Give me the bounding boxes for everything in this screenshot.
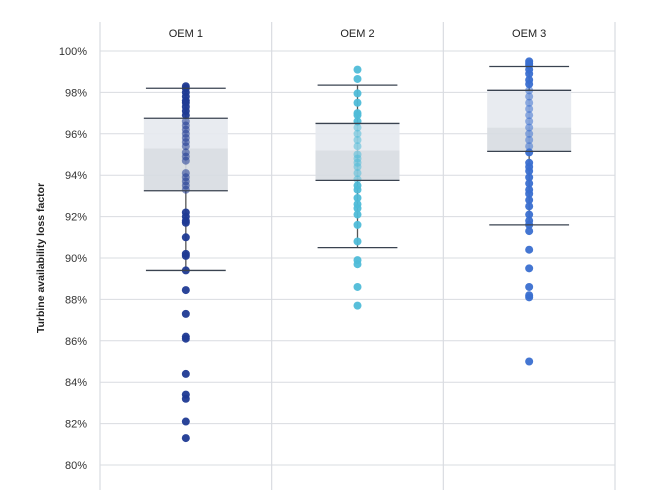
data-point — [525, 129, 534, 138]
y-tick-label: 96% — [65, 129, 87, 141]
y-tick-label: 100% — [59, 46, 87, 58]
data-point — [181, 156, 190, 165]
data-point — [181, 251, 190, 260]
y-tick-label: 88% — [65, 294, 87, 306]
data-point — [353, 98, 362, 107]
data-point — [525, 293, 534, 302]
data-point — [525, 202, 534, 211]
data-point — [353, 220, 362, 229]
data-point — [525, 111, 534, 120]
panel-oem-1: OEM 1 — [143, 28, 228, 443]
data-point — [353, 89, 362, 98]
data-point — [525, 189, 534, 198]
data-point — [525, 98, 534, 107]
data-point — [181, 417, 190, 426]
panel-header: OEM 3 — [512, 28, 546, 40]
data-point — [525, 136, 534, 145]
data-point — [181, 309, 190, 318]
y-tick-label: 80% — [65, 460, 87, 472]
data-point — [525, 167, 534, 176]
data-point — [525, 69, 534, 78]
data-point — [525, 210, 534, 219]
data-point — [525, 117, 534, 126]
data-point — [353, 65, 362, 74]
data-point — [181, 434, 190, 443]
y-tick-label: 84% — [65, 377, 87, 389]
data-point — [353, 301, 362, 310]
data-point — [525, 227, 534, 236]
data-point — [181, 334, 190, 343]
data-point — [525, 245, 534, 254]
panel-header: OEM 1 — [169, 28, 203, 40]
panels: OEM 1 OEM 2 OEM 3 — [143, 28, 572, 443]
data-point — [353, 210, 362, 219]
data-point — [181, 218, 190, 227]
y-tick-label: 92% — [65, 212, 87, 224]
data-point — [525, 104, 534, 113]
data-point — [525, 92, 534, 101]
panel-header: OEM 2 — [340, 28, 374, 40]
data-point — [353, 193, 362, 202]
y-tick-label: 98% — [65, 87, 87, 99]
data-point — [353, 175, 362, 184]
panel-oem-2: OEM 2 — [315, 28, 400, 310]
data-point — [353, 142, 362, 151]
y-tick-label: 90% — [65, 253, 87, 265]
data-point — [525, 123, 534, 132]
y-axis-label: Turbine availability loss factor — [35, 183, 47, 333]
panel-oem-3: OEM 3 — [487, 28, 572, 366]
data-point — [353, 74, 362, 83]
data-point — [525, 179, 534, 188]
data-point — [181, 369, 190, 378]
data-point — [181, 394, 190, 403]
y-axis-ticks: 100% 98% 96% 94% 92% 90% 88% 86% 84% 82% 80% — [59, 46, 87, 472]
data-point — [353, 237, 362, 246]
data-point — [181, 233, 190, 242]
data-point — [525, 148, 534, 157]
data-point — [525, 282, 534, 291]
data-point — [353, 185, 362, 194]
data-point — [181, 286, 190, 295]
data-point — [181, 111, 190, 120]
y-tick-label: 94% — [65, 170, 87, 182]
data-point — [525, 80, 534, 89]
data-point — [353, 162, 362, 171]
data-point — [181, 142, 190, 151]
data-point — [353, 123, 362, 132]
data-point — [353, 260, 362, 269]
data-point — [525, 173, 534, 182]
y-tick-label: 86% — [65, 336, 87, 348]
data-point — [353, 169, 362, 178]
data-point — [353, 136, 362, 145]
data-point — [353, 111, 362, 120]
data-point — [525, 264, 534, 273]
data-point — [525, 196, 534, 205]
data-point — [353, 204, 362, 213]
data-point — [353, 282, 362, 291]
data-point — [525, 142, 534, 151]
data-point — [353, 129, 362, 138]
y-tick-label: 82% — [65, 419, 87, 431]
data-point — [525, 357, 534, 366]
data-point — [181, 185, 190, 194]
